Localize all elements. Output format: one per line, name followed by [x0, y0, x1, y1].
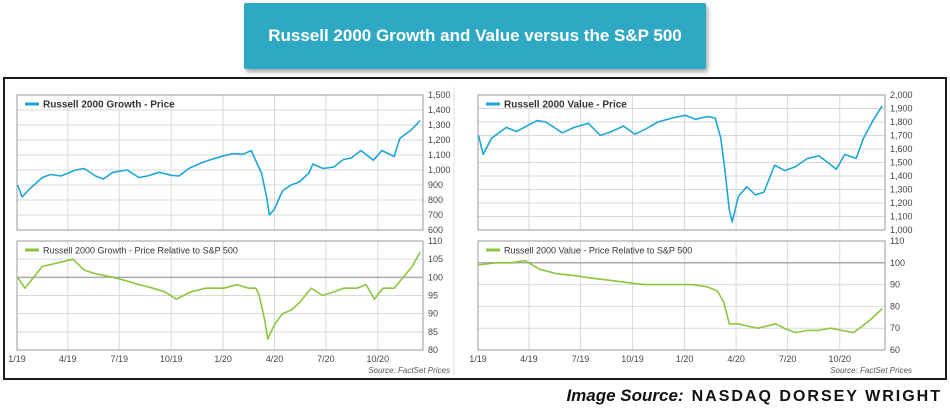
- y-tick-label: 1,500: [890, 158, 913, 168]
- y-tick-label: 1,400: [890, 171, 913, 181]
- y-tick-label: 95: [428, 291, 438, 301]
- y-tick-label: 70: [890, 323, 900, 333]
- y-tick-label: 1,200: [428, 135, 451, 145]
- y-tick-label: 110: [428, 236, 442, 246]
- x-tick-label: 10/19: [160, 354, 183, 364]
- y-tick-label: 60: [890, 345, 900, 355]
- y-tick-label: 1,200: [890, 198, 913, 208]
- y-tick-label: 90: [890, 280, 900, 290]
- bottom-panel: 60 70 80 90 100 110 Russell 2000 Value - Price…: [477, 236, 905, 355]
- series-line: [16, 119, 421, 216]
- chart-growth: 600 700 800 900 1,000 1,100 1,200 1,300 1,400 1,5…: [8, 90, 450, 375]
- y-tick-label: 1,000: [428, 165, 451, 175]
- y-tick-label: 90: [428, 309, 438, 319]
- y-tick-label: 700: [428, 210, 443, 220]
- y-tick-label: 80: [428, 345, 438, 355]
- y-tick-label: 1,900: [890, 104, 913, 114]
- series-line: [478, 259, 883, 334]
- y-tick-label: 1,400: [428, 105, 451, 115]
- y-tick-label: 2,000: [890, 90, 913, 100]
- x-tick-label: 4/20: [266, 354, 284, 364]
- x-tick-label: 10/20: [828, 354, 851, 364]
- bottom-panel: 80 85 90 95 100 105 110 Russell 2000 Growth - P…: [16, 236, 443, 355]
- y-tick-label: 85: [428, 327, 438, 337]
- x-tick-label: 4/19: [59, 354, 77, 364]
- chart-frame: 600 700 800 900 1,000 1,100 1,200 1,300 1,400 1,5…: [3, 77, 947, 380]
- source-note: Source: FactSet Prices: [830, 366, 912, 375]
- x-tick-label: 1/19: [8, 354, 26, 364]
- y-tick-label: 110: [890, 236, 904, 246]
- y-tick-label: 100: [428, 272, 443, 282]
- y-tick-label: 100: [890, 258, 905, 268]
- y-tick-label: 900: [428, 180, 443, 190]
- series-line: [16, 251, 421, 340]
- legend-label: Russell 2000 Growth - Price Relative to …: [43, 246, 238, 256]
- y-tick-label: 1,100: [890, 212, 913, 222]
- y-tick-label: 1,000: [890, 225, 913, 235]
- x-tick-label: 10/20: [367, 354, 390, 364]
- y-tick-label: 1,800: [890, 117, 913, 127]
- y-tick-label: 1,600: [890, 144, 913, 154]
- plot-area-border: [477, 94, 886, 231]
- y-tick-label: 1,300: [890, 185, 913, 195]
- x-tick-label: 7/20: [779, 354, 797, 364]
- legend-label: Russell 2000 Growth - Price: [43, 100, 175, 111]
- page-title: Russell 2000 Growth and Value versus the…: [268, 26, 682, 45]
- y-tick-label: 1,100: [428, 150, 451, 160]
- top-panel: 600 700 800 900 1,000 1,100 1,200 1,300 1,400 1,5…: [16, 90, 451, 235]
- plot-area-border: [16, 94, 424, 231]
- charts-canvas: 600 700 800 900 1,000 1,100 1,200 1,300 1,400 1,5…: [8, 87, 913, 375]
- y-tick-label: 80: [890, 301, 900, 311]
- x-tick-label: 7/20: [317, 354, 335, 364]
- x-tick-label: 1/19: [469, 354, 487, 364]
- x-tick-label: 7/19: [572, 354, 590, 364]
- chart-value: 1,000 1,100 1,200 1,300 1,400 1,500 1,600 1,700…: [469, 90, 912, 375]
- image-source-label: Image Source:: [566, 386, 684, 405]
- series-line: [477, 105, 883, 223]
- x-tick-label: 4/19: [520, 354, 538, 364]
- y-tick-label: 1,700: [890, 131, 913, 141]
- legend-label: Russell 2000 Value - Price: [504, 100, 627, 111]
- legend-label: Russell 2000 Value - Price Relative to S…: [504, 246, 692, 256]
- x-tick-label: 4/20: [727, 354, 745, 364]
- x-tick-label: 7/19: [110, 354, 128, 364]
- y-tick-label: 600: [428, 225, 443, 235]
- plot-area-border: [477, 240, 886, 351]
- y-tick-label: 800: [428, 195, 443, 205]
- x-tick-label: 10/19: [621, 354, 644, 364]
- title-banner: Russell 2000 Growth and Value versus the…: [244, 3, 706, 69]
- source-note: Source: FactSet Prices: [368, 366, 450, 375]
- y-tick-label: 1,500: [428, 90, 451, 100]
- image-source: Image Source: NASDAQ DORSEY WRIGHT: [566, 386, 942, 408]
- y-tick-label: 1,300: [428, 120, 451, 130]
- y-tick-label: 105: [428, 254, 443, 264]
- x-tick-label: 1/20: [676, 354, 694, 364]
- plot-area-border: [16, 240, 424, 351]
- image-source-brand: NASDAQ DORSEY WRIGHT: [691, 388, 942, 405]
- x-tick-label: 1/20: [214, 354, 232, 364]
- top-panel: 1,000 1,100 1,200 1,300 1,400 1,500 1,600 1,700…: [477, 90, 913, 235]
